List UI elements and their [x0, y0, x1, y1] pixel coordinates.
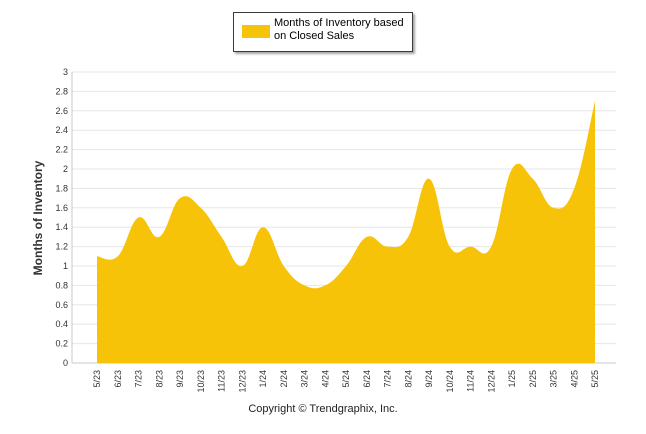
- x-tick-label: 4/24: [320, 370, 330, 388]
- copyright-text: Copyright © Trendgraphix, Inc.: [248, 403, 398, 415]
- series-area-fill: [97, 101, 595, 363]
- data-point-5-23: [95, 254, 99, 258]
- data-point-7-23: [137, 216, 141, 220]
- x-tick-label: 6/24: [362, 370, 372, 388]
- data-point-2-25: [531, 177, 535, 181]
- y-tick-label: 2.2: [55, 145, 68, 155]
- legend: Months of Inventory based on Closed Sale…: [233, 12, 413, 52]
- x-tick-label: 7/23: [134, 370, 144, 388]
- x-tick-label: 10/23: [196, 370, 206, 393]
- data-point-4-24: [323, 283, 327, 287]
- data-point-10-24: [448, 245, 452, 249]
- y-tick-label: 0: [63, 358, 68, 368]
- data-point-4-25: [572, 186, 576, 190]
- x-tick-label: 12/24: [486, 370, 496, 393]
- data-point-1-25: [510, 167, 514, 171]
- x-tick-label: 12/23: [237, 370, 247, 393]
- x-tick-label: 4/25: [569, 370, 579, 388]
- data-point-8-23: [157, 235, 161, 239]
- legend-swatch: [242, 25, 270, 38]
- y-axis-label: Months of Inventory: [31, 160, 45, 276]
- x-tick-label: 8/24: [403, 370, 413, 388]
- x-tick-label: 10/24: [445, 370, 455, 393]
- data-point-7-24: [386, 245, 390, 249]
- y-tick-label: 2.8: [55, 86, 68, 96]
- x-tick-label: 5/23: [92, 370, 102, 388]
- x-tick-label: 7/24: [383, 370, 393, 388]
- data-point-1-24: [261, 225, 265, 229]
- x-tick-label: 6/23: [113, 370, 123, 388]
- data-point-11-24: [469, 245, 473, 249]
- x-tick-label: 8/23: [154, 370, 164, 388]
- x-tick-label: 5/24: [341, 370, 351, 388]
- x-tick-labels: 5/23 6/23 7/23 8/23 9/23 10/23 11/23 12/23 1/24 2…: [92, 370, 600, 393]
- data-point-3-24: [303, 283, 307, 287]
- data-point-2-24: [282, 264, 286, 268]
- y-tick-label: 1.8: [55, 183, 68, 193]
- y-tick-label: 0.4: [55, 319, 68, 329]
- x-tick-label: 9/24: [424, 370, 434, 388]
- data-point-11-23: [220, 235, 224, 239]
- y-tick-label: 1: [63, 261, 68, 271]
- data-point-3-25: [552, 206, 556, 210]
- y-tick-label: 2.6: [55, 106, 68, 116]
- data-point-12-23: [240, 264, 244, 268]
- data-point-9-24: [427, 177, 431, 181]
- y-tick-label: 0.2: [55, 339, 68, 349]
- x-tick-label: 9/23: [175, 370, 185, 388]
- data-point-6-24: [365, 235, 369, 239]
- y-tick-label: 3: [63, 67, 68, 77]
- x-tick-label: 3/25: [549, 370, 559, 388]
- y-tick-label: 1.6: [55, 203, 68, 213]
- x-tick-label: 2/24: [279, 370, 289, 388]
- x-tick-label: 1/25: [507, 370, 517, 388]
- y-tick-label: 2: [63, 164, 68, 174]
- data-point-5-25: [593, 99, 597, 103]
- y-tick-label: 1.2: [55, 242, 68, 252]
- y-tick-label: 2.4: [55, 125, 68, 135]
- data-point-6-23: [116, 254, 120, 258]
- y-tick-label: 1.4: [55, 222, 68, 232]
- y-tick-label: 0.6: [55, 300, 68, 310]
- x-tick-label: 3/24: [300, 370, 310, 388]
- data-point-9-23: [178, 196, 182, 200]
- y-tick-labels: 0 0.2 0.4 0.6 0.8 1 1.2 1.4 1.6 1.8 2 2.2 2.4 2.6 2.8 3: [55, 67, 68, 368]
- x-tick-label: 2/25: [528, 370, 538, 388]
- data-point-5-24: [344, 264, 348, 268]
- y-tick-label: 0.8: [55, 280, 68, 290]
- data-point-8-24: [406, 235, 410, 239]
- data-point-12-24: [489, 245, 493, 249]
- x-tick-label: 11/23: [217, 370, 227, 392]
- series-area: [95, 99, 597, 363]
- legend-label: Months of Inventory based on Closed Sale…: [274, 17, 404, 42]
- x-tick-label: 5/25: [590, 370, 600, 388]
- x-tick-label: 1/24: [258, 370, 268, 388]
- x-tick-label: 11/24: [466, 370, 476, 392]
- data-point-10-23: [199, 206, 203, 210]
